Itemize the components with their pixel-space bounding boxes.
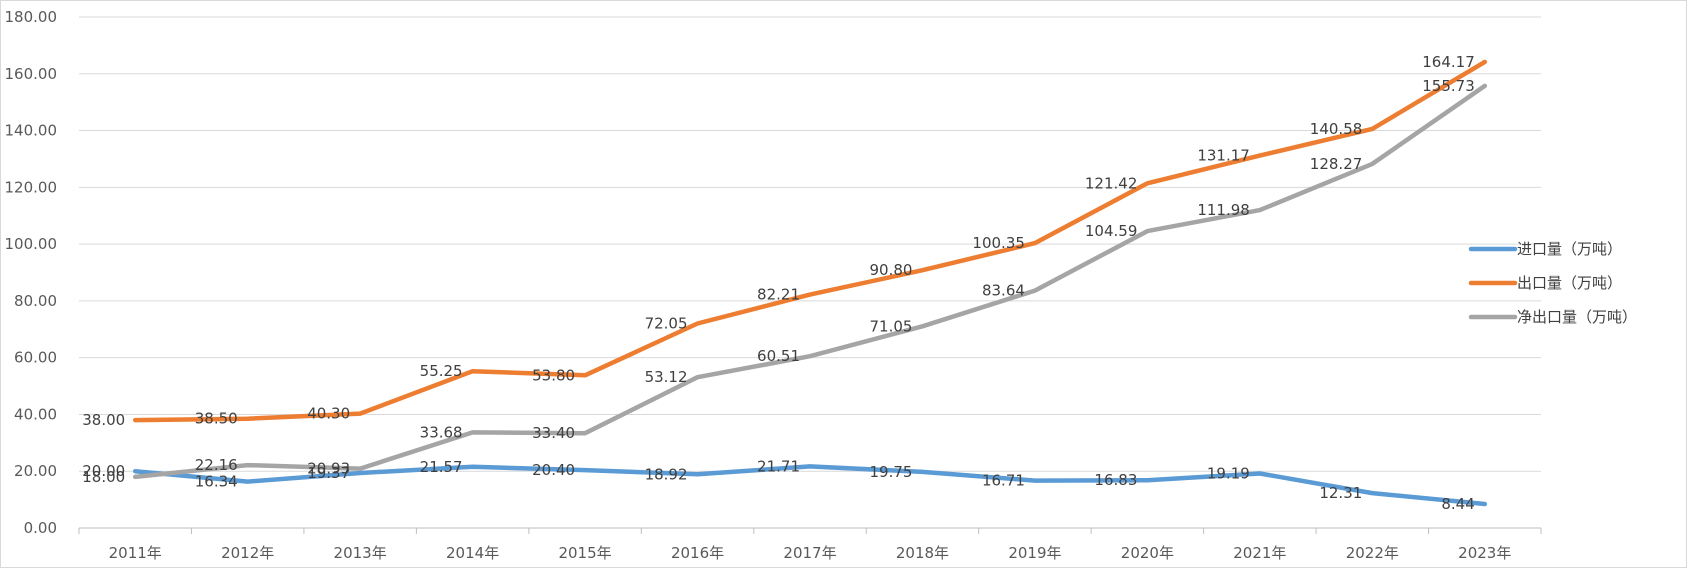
data-label: 21.71 (757, 457, 800, 475)
x-tick-label: 2018年 (896, 544, 949, 562)
x-tick-label: 2023年 (1458, 544, 1511, 562)
data-label: 164.17 (1422, 53, 1475, 71)
data-label: 19.75 (870, 463, 913, 481)
legend-label-1: 进口量（万吨） (1517, 240, 1622, 258)
x-tick-label: 2016年 (671, 544, 724, 562)
x-tick-label: 2021年 (1233, 544, 1286, 562)
x-tick-label: 2022年 (1346, 544, 1399, 562)
y-tick-label: 80.00 (14, 292, 57, 310)
y-tick-label: 120.00 (5, 178, 58, 196)
y-tick-label: 60.00 (14, 349, 57, 367)
data-label: 72.05 (645, 314, 688, 332)
data-label: 20.93 (307, 460, 350, 478)
series-line-2 (132, 59, 1488, 423)
legend-label-3: 净出口量（万吨） (1517, 308, 1637, 326)
data-label: 18.00 (82, 468, 125, 486)
y-tick-label: 100.00 (5, 235, 58, 253)
data-label: 33.40 (532, 424, 575, 442)
data-label: 16.71 (982, 472, 1025, 490)
data-label: 16.83 (1094, 471, 1137, 489)
data-label: 55.25 (420, 362, 463, 380)
data-label: 19.19 (1207, 465, 1250, 483)
data-label: 38.00 (82, 411, 125, 429)
data-label: 104.59 (1085, 222, 1138, 240)
data-label: 18.92 (645, 465, 688, 483)
series-line-3 (132, 83, 1488, 480)
data-label: 111.98 (1197, 201, 1250, 219)
y-tick-label: 40.00 (14, 405, 57, 423)
x-tick-label: 2012年 (221, 544, 274, 562)
x-tick-label: 2014年 (446, 544, 499, 562)
data-label: 90.80 (870, 261, 913, 279)
data-label: 60.51 (757, 347, 800, 365)
data-label: 82.21 (757, 286, 800, 304)
data-label: 100.35 (972, 234, 1025, 252)
legend-label-2: 出口量（万吨） (1517, 274, 1622, 292)
data-label: 20.00 (82, 462, 125, 480)
y-tick-label: 0.00 (24, 519, 57, 537)
y-tick-label: 180.00 (5, 8, 58, 26)
x-tick-label: 2019年 (1008, 544, 1061, 562)
data-label: 121.42 (1085, 174, 1138, 192)
data-label: 131.17 (1197, 147, 1250, 165)
data-label: 40.30 (307, 405, 350, 423)
x-tick-label: 2017年 (783, 544, 836, 562)
data-label: 19.37 (307, 464, 350, 482)
data-label: 140.58 (1310, 120, 1363, 138)
data-label: 16.34 (195, 473, 238, 491)
data-label: 12.31 (1319, 484, 1362, 502)
series-lines (132, 59, 1488, 507)
y-tick-label: 20.00 (14, 462, 57, 480)
series-line-1 (132, 464, 1488, 507)
axes: 0.00 20.00 40.00 60.00 80.00 100.00 120.00 140.… (5, 8, 1542, 562)
data-labels: 20.00 16.34 19.37 21.57 20.40 18.92 21.71 19.75… (82, 53, 1474, 513)
data-label: 53.80 (532, 366, 575, 384)
legend: 进口量（万吨） 出口量（万吨） 净出口量（万吨） (1468, 240, 1637, 326)
x-tick-label: 2013年 (334, 544, 387, 562)
x-tick-label: 2011年 (109, 544, 162, 562)
data-label: 33.68 (420, 423, 463, 441)
data-label: 22.16 (195, 456, 238, 474)
gridlines (79, 16, 1541, 472)
y-tick-label: 160.00 (5, 65, 58, 83)
x-tick-label: 2020年 (1121, 544, 1174, 562)
data-label: 71.05 (870, 317, 913, 335)
data-label: 21.57 (420, 458, 463, 476)
x-tick-label: 2015年 (558, 544, 611, 562)
data-label: 83.64 (982, 282, 1025, 300)
data-label: 155.73 (1422, 77, 1475, 95)
data-label: 38.50 (195, 410, 238, 428)
data-label: 20.40 (532, 461, 575, 479)
data-label: 8.44 (1441, 495, 1474, 513)
data-label: 53.12 (645, 368, 688, 386)
data-label: 128.27 (1310, 155, 1363, 173)
y-tick-label: 140.00 (5, 122, 58, 140)
